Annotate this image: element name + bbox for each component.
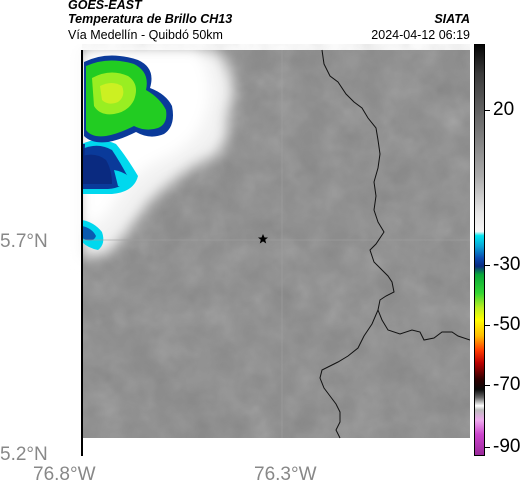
colorbar: [474, 44, 485, 456]
channel-title: Temperatura de Brillo CH13: [68, 12, 233, 26]
colorbar-label-minus-90: -90: [493, 436, 521, 457]
lat-label-5-7: 5.7°N: [0, 231, 48, 252]
colorbar-tick: [485, 385, 490, 386]
colorbar-tick: [485, 447, 490, 448]
region-subtitle: Vía Medellín - Quibdó 50km: [68, 28, 223, 42]
agency-label: SIATA: [434, 12, 470, 26]
lon-label-76-8: 76.8°W: [33, 464, 96, 485]
colorbar-tick: [485, 325, 490, 326]
star-icon: [258, 234, 268, 244]
department-boundary: [321, 49, 470, 341]
colorbar-label-minus-70: -70: [493, 374, 521, 395]
colorbar-label-20: 20: [493, 99, 515, 120]
colorbar-tick: [485, 110, 490, 111]
cloud-region: [81, 50, 234, 259]
timestamp: 2024-04-12 06:19: [371, 28, 470, 42]
colorbar-tick: [485, 265, 490, 266]
lon-label-76-3: 76.3°W: [254, 464, 317, 485]
municipal-boundary: [319, 309, 379, 439]
lat-label-5-2: 5.2°N: [0, 444, 48, 465]
satellite-map: [68, 44, 470, 456]
colorbar-label-minus-50: -50: [493, 314, 521, 335]
colorbar-label-minus-30: -30: [493, 254, 521, 275]
product-title: GOES-EAST: [68, 0, 142, 12]
